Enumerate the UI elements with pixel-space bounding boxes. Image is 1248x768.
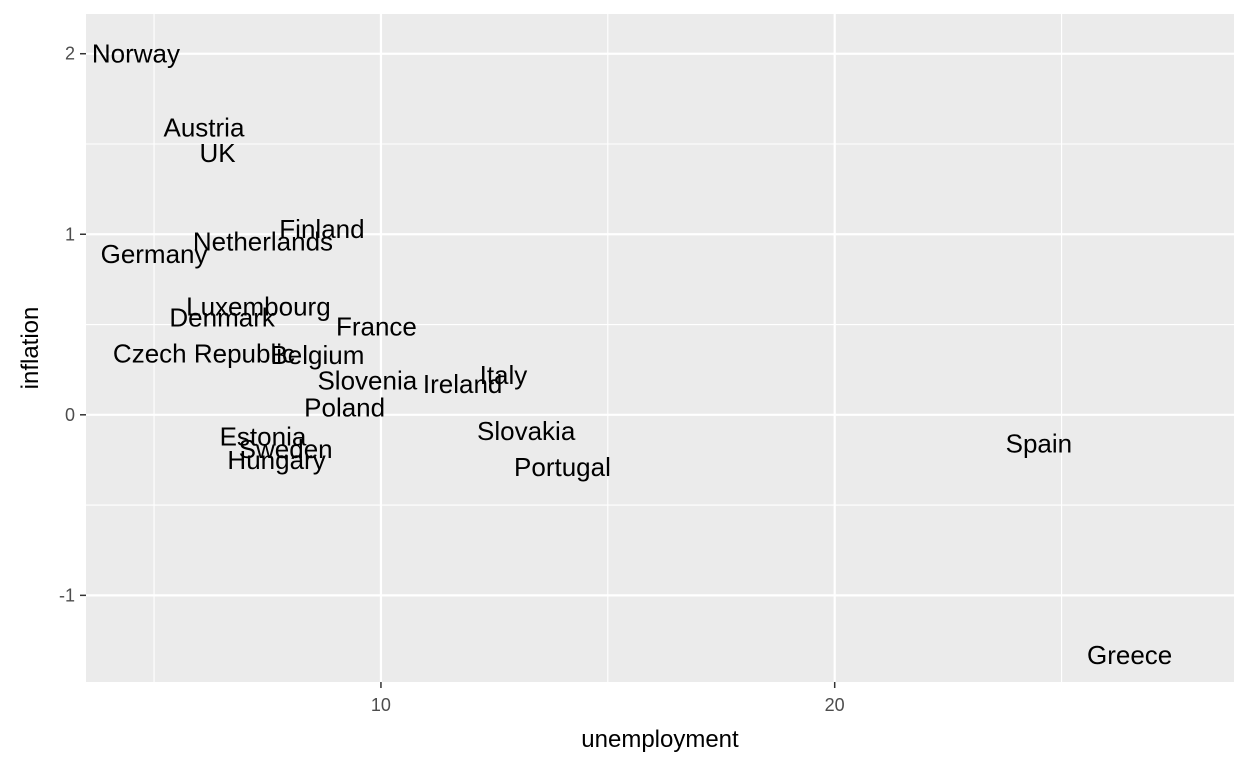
point-label: Portugal — [514, 452, 611, 482]
point-label: UK — [200, 138, 237, 168]
y-tick-label: 2 — [65, 44, 75, 64]
y-axis-title: inflation — [17, 307, 44, 390]
point-label: Slovakia — [477, 416, 576, 446]
point-label: Hungary — [227, 445, 325, 475]
point-label: Slovenia — [317, 365, 417, 395]
y-tick-label: 0 — [65, 405, 75, 425]
point-label: Denmark — [169, 302, 275, 332]
plot-panel — [86, 14, 1234, 682]
x-tick-label: 10 — [371, 695, 391, 715]
point-label: Ireland — [423, 369, 503, 399]
point-label: Italy — [480, 360, 528, 390]
point-label: Norway — [92, 39, 180, 69]
point-label: Sweden — [239, 434, 333, 464]
point-label: Poland — [304, 393, 385, 423]
point-label: Netherlands — [193, 226, 333, 256]
point-label: Greece — [1087, 640, 1172, 670]
axis-ticks — [80, 52, 836, 688]
point-label: Belgium — [270, 340, 364, 370]
axis-tick-labels: 10 20 -1 0 1 2 — [59, 44, 845, 715]
point-label: Spain — [1006, 429, 1073, 459]
point-label: Germany — [101, 239, 208, 269]
x-tick-label: 20 — [825, 695, 845, 715]
y-tick-label: 1 — [65, 224, 75, 244]
major-gridlines — [86, 14, 1234, 682]
minor-gridlines — [86, 14, 1234, 682]
point-label: Estonia — [220, 421, 307, 451]
point-label: Luxembourg — [186, 291, 331, 321]
y-tick-label: -1 — [59, 585, 75, 605]
point-label: Czech Republic — [113, 338, 295, 368]
point-label: Austria — [164, 113, 245, 143]
x-axis-title: unemployment — [581, 726, 739, 753]
point-label: Finland — [279, 214, 364, 244]
point-label: France — [336, 311, 417, 341]
